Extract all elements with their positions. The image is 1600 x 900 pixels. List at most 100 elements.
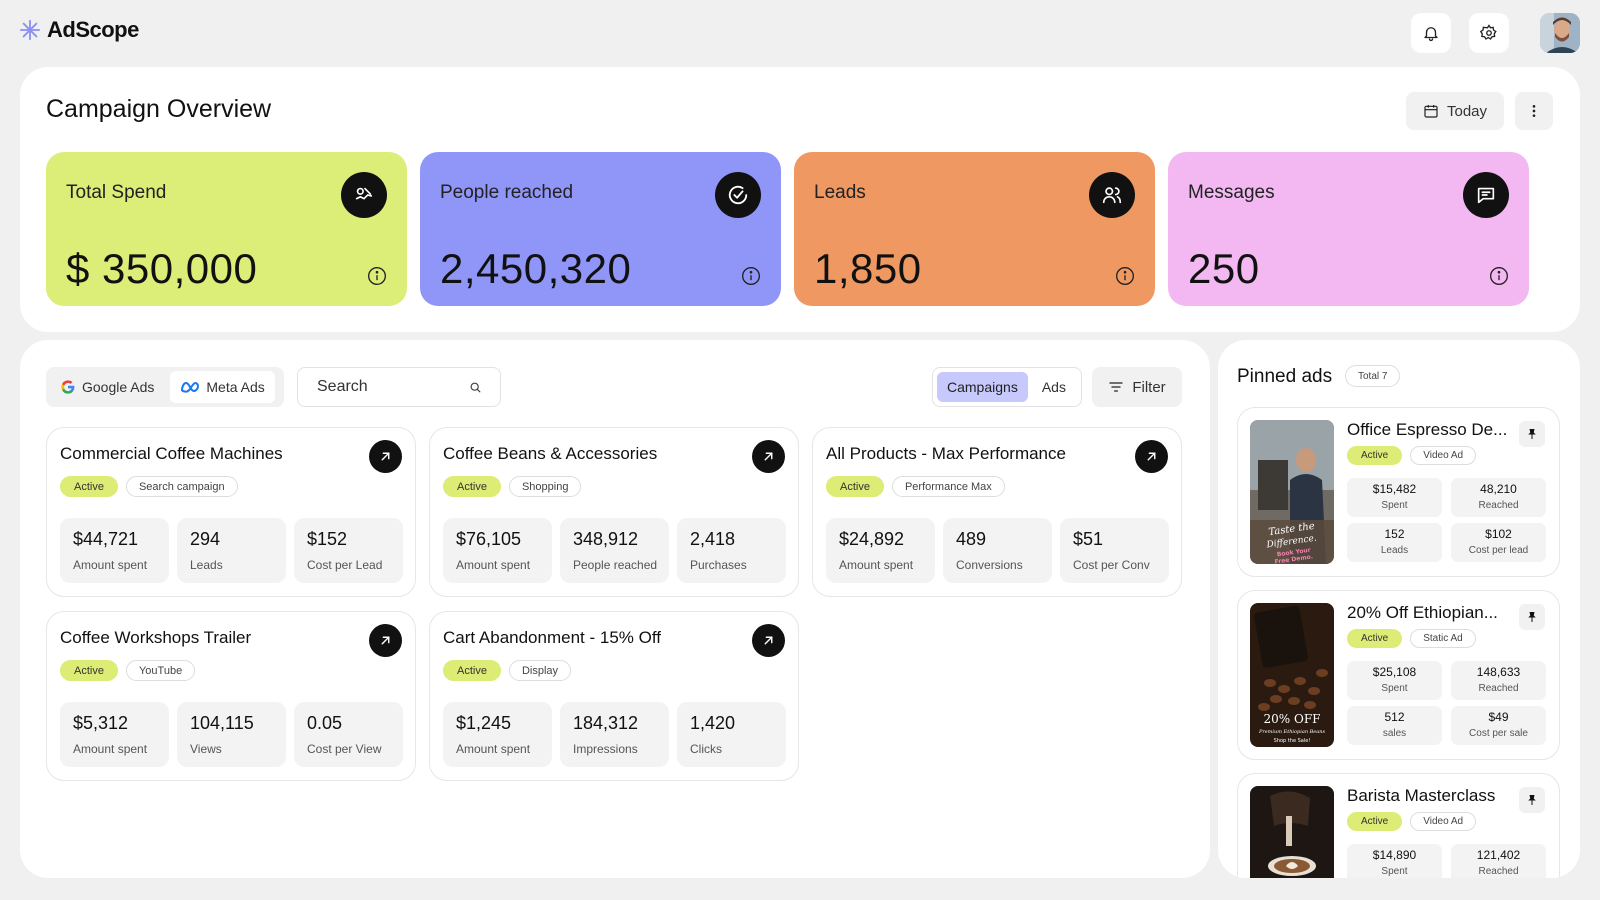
kpi-card-total-spend[interactable]: Total Spend $ 350,000: [46, 152, 407, 306]
pin-button[interactable]: [1519, 604, 1545, 630]
filter-button[interactable]: Filter: [1092, 367, 1182, 407]
open-campaign-button[interactable]: [752, 440, 785, 473]
message-icon: [1463, 172, 1509, 218]
campaign-card[interactable]: Coffee Beans & Accessories Active Shoppi…: [429, 427, 799, 597]
pin-icon: [1528, 429, 1536, 439]
ad-stat-label: Leads: [1380, 545, 1409, 556]
arrow-up-right-icon: [764, 636, 773, 645]
campaign-type-badge: Shopping: [508, 476, 582, 497]
date-range-label: Today: [1446, 102, 1488, 120]
more-options-button[interactable]: [1515, 92, 1553, 130]
logo-icon: [19, 19, 41, 41]
pin-button[interactable]: [1519, 787, 1545, 813]
tab-google-ads-label: Google Ads: [82, 379, 155, 395]
metric-label: Purchases: [690, 558, 747, 572]
campaign-card[interactable]: Commercial Coffee Machines Active Search…: [46, 427, 416, 597]
pinned-ads-title: Pinned ads: [1237, 366, 1333, 387]
tab-ads[interactable]: Ads: [1041, 379, 1066, 395]
more-vertical-icon: [1532, 105, 1536, 117]
ad-stat-label: Reached: [1478, 866, 1519, 877]
app-logo[interactable]: AdScope: [19, 17, 139, 43]
metric-value: $152: [307, 529, 348, 549]
info-icon[interactable]: [741, 266, 761, 286]
status-badge: Active: [1347, 812, 1403, 831]
metric-label: Amount spent: [73, 558, 148, 572]
status-badge: Active: [443, 660, 501, 681]
campaign-card[interactable]: Coffee Workshops Trailer Active YouTube …: [46, 611, 416, 781]
metric-label: Leads: [190, 558, 223, 572]
ad-stat-value: 121,402: [1476, 848, 1521, 862]
metric-label: Amount spent: [839, 558, 914, 572]
open-campaign-button[interactable]: [369, 624, 402, 657]
metric: 2,418 Purchases: [677, 518, 786, 583]
arrow-up-right-icon: [1147, 452, 1156, 461]
info-icon[interactable]: [1115, 266, 1135, 286]
notifications-button[interactable]: [1411, 13, 1451, 53]
user-avatar[interactable]: [1540, 13, 1580, 53]
pinned-ad-card[interactable]: Taste the Difference. Book Your Free Dem…: [1237, 407, 1560, 577]
open-campaign-button[interactable]: [369, 440, 402, 473]
svg-text:Free Demo.: Free Demo.: [1274, 553, 1313, 564]
metric-value: 2,418: [690, 529, 736, 549]
kpi-label: People reached: [440, 182, 574, 203]
metric-label: Impressions: [573, 742, 638, 756]
tab-campaigns[interactable]: Campaigns: [937, 372, 1028, 402]
ad-stat-value: $15,482: [1372, 482, 1417, 496]
metric-label: Conversions: [956, 558, 1023, 572]
ad-stat-label: Cost per sale: [1469, 728, 1528, 739]
calendar-icon: [1424, 105, 1438, 118]
metric-value: 0.05: [307, 713, 343, 733]
google-icon: [61, 380, 75, 394]
info-icon[interactable]: [367, 266, 387, 286]
espresso-ad-image: Taste the Difference. Book Your Free Dem…: [1250, 420, 1334, 564]
campaign-card[interactable]: All Products - Max Performance Active Pe…: [812, 427, 1182, 597]
open-campaign-button[interactable]: [752, 624, 785, 657]
ad-stat-value: $25,108: [1372, 665, 1417, 679]
campaign-card[interactable]: Cart Abandonment - 15% Off Active Displa…: [429, 611, 799, 781]
search-input[interactable]: Search: [297, 367, 501, 407]
ad-thumbnail: 20% OFF Premium Ethiopian Beans Shop the…: [1250, 603, 1334, 747]
metric-value: 489: [956, 529, 987, 549]
campaign-type-badge: Search campaign: [125, 476, 238, 497]
ad-stat-value: 152: [1384, 527, 1405, 541]
ad-stat-label: Spent: [1381, 866, 1408, 877]
metric: 348,912 People reached: [560, 518, 669, 583]
ad-type-badge: Static Ad: [1410, 629, 1476, 648]
metric-value: 348,912: [573, 529, 639, 549]
ad-stat-label: Cost per lead: [1468, 545, 1529, 556]
metric: $44,721 Amount spent: [60, 518, 169, 583]
ad-stat: 512 sales: [1347, 706, 1442, 745]
svg-text:Shop the Sale!: Shop the Sale!: [1274, 738, 1311, 744]
kpi-value: 1,850: [814, 245, 922, 292]
ad-thumbnail: [1250, 786, 1334, 878]
status-badge: Active: [1347, 446, 1403, 465]
info-icon[interactable]: [1489, 266, 1509, 286]
ad-stat: $49 Cost per sale: [1451, 706, 1546, 745]
campaign-type-badge: Display: [508, 660, 572, 681]
kpi-card-messages[interactable]: Messages 250: [1168, 152, 1529, 306]
filter-icon: [1109, 382, 1123, 392]
settings-button[interactable]: [1469, 13, 1509, 53]
tab-google-ads[interactable]: Google Ads: [50, 371, 164, 403]
date-range-button[interactable]: Today: [1406, 92, 1504, 130]
kpi-card-people-reached[interactable]: People reached 2,450,320: [420, 152, 781, 306]
kpi-card-leads[interactable]: Leads 1,850: [794, 152, 1155, 306]
ad-stat-label: sales: [1382, 728, 1407, 739]
pinned-ad-card[interactable]: 20% OFF Premium Ethiopian Beans Shop the…: [1237, 590, 1560, 760]
metric: 1,420 Clicks: [677, 702, 786, 767]
ad-stat-value: 48,210: [1480, 482, 1517, 496]
tab-meta-ads[interactable]: Meta Ads: [170, 371, 275, 403]
barista-ad-image: [1250, 786, 1334, 878]
metric-value: $44,721: [73, 529, 139, 549]
check-circle-icon: [715, 172, 761, 218]
metric: $76,105 Amount spent: [443, 518, 552, 583]
meta-icon: [181, 381, 200, 393]
metric: 0.05 Cost per View: [294, 702, 403, 767]
pinned-ad-card[interactable]: Barista Masterclass Active Video Ad $14,…: [1237, 773, 1560, 878]
campaign-title: Commercial Coffee Machines: [60, 444, 283, 463]
open-campaign-button[interactable]: [1135, 440, 1168, 473]
pin-button[interactable]: [1519, 421, 1545, 447]
pin-icon: [1528, 612, 1536, 622]
ad-stat: $102 Cost per lead: [1451, 523, 1546, 562]
campaign-overview-panel: Campaign Overview Today Total Spend $ 35…: [20, 67, 1580, 332]
